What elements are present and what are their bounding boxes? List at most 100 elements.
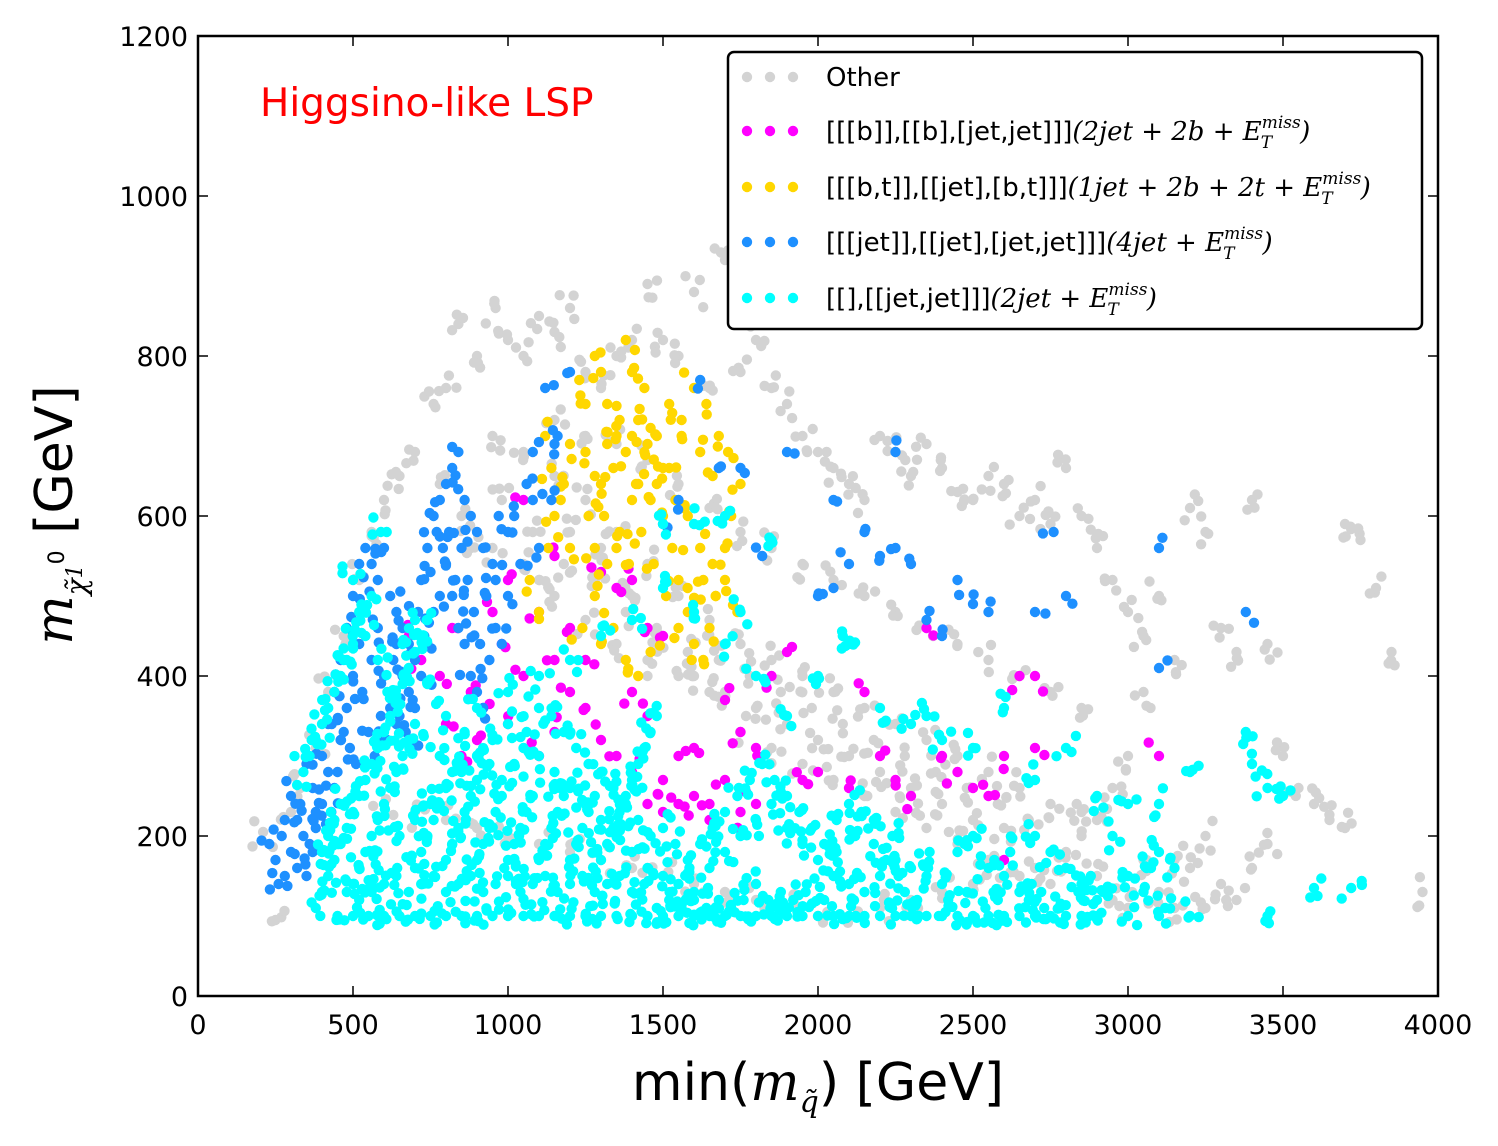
point-s4-294-d2 (401, 650, 412, 661)
point-s4-291-d2 (356, 627, 367, 639)
point-s3-98 (484, 654, 495, 666)
point-s4-165-d2 (1096, 907, 1107, 918)
point-s0-26 (642, 278, 653, 290)
point-s4-67-d0 (859, 917, 870, 929)
point-s0-106-d2 (562, 527, 573, 538)
point-s1-32 (1029, 670, 1041, 682)
x-tick-label: 1500 (629, 1010, 698, 1041)
point-s2-82 (602, 438, 613, 450)
point-s0-146-d2 (711, 493, 723, 505)
point-s4-320 (719, 806, 731, 818)
point-s2-83 (589, 542, 600, 554)
point-s4-283-d2 (1152, 890, 1163, 901)
point-s4-127-d0 (492, 734, 503, 745)
point-s4-207-d1 (563, 827, 574, 838)
point-s4-98-d2 (1028, 759, 1039, 770)
point-s0-74 (1417, 886, 1428, 898)
point-s4-237 (490, 878, 501, 890)
point-s2-6-d0 (575, 390, 586, 401)
point-s0-63-d2 (1214, 632, 1225, 643)
point-s4-273-d1 (972, 917, 983, 928)
point-s1-12 (595, 734, 607, 746)
point-s4-101-d1 (933, 729, 945, 740)
point-s3-40 (527, 494, 538, 506)
point-s4-51-d2 (609, 898, 620, 909)
point-s4-100-d2 (962, 727, 974, 739)
point-s4-111-d2 (636, 623, 648, 634)
point-s4-261-d0 (790, 879, 801, 890)
legend-marker-1-2 (787, 125, 799, 137)
point-s4-192-d2 (483, 832, 494, 844)
point-s0-52-d1 (1043, 506, 1054, 517)
point-s3-121-d0 (348, 754, 359, 765)
point-s0-13-d0 (433, 385, 445, 397)
point-s4-299-d2 (459, 729, 470, 740)
point-s4-158-d1 (975, 859, 986, 870)
point-s2-78 (645, 422, 656, 434)
point-s4-103-d2 (877, 717, 888, 728)
point-s2-18-d0 (677, 544, 689, 556)
point-s0-204 (775, 686, 786, 698)
point-s4-35-d1 (358, 914, 369, 925)
point-s4-100-d1 (970, 743, 981, 754)
point-s0-67 (1277, 750, 1289, 762)
point-s4-76-d1 (993, 909, 1004, 920)
point-s2-67 (636, 526, 647, 538)
point-s4-122-d1 (426, 783, 437, 795)
point-s0-59-d2 (1144, 576, 1155, 587)
point-s0-205 (806, 702, 817, 714)
point-s0-175-d0 (954, 825, 965, 836)
point-s4-312-d0 (620, 801, 632, 812)
point-s4-153-d1 (904, 860, 915, 872)
point-s1-29-d0 (977, 779, 989, 790)
point-s4-208-d1 (583, 828, 594, 839)
point-s1-61 (952, 766, 963, 778)
point-s3-37-d0 (480, 572, 492, 584)
point-s1-28-d0 (935, 752, 947, 764)
point-s3-112-d0 (313, 797, 325, 809)
point-s4-89-d1 (1274, 793, 1285, 804)
point-s2-42-d0 (536, 473, 548, 485)
legend-marker-0-1 (764, 71, 776, 83)
legend-marker-1-0 (741, 125, 753, 137)
point-s0-82-d1 (1070, 849, 1082, 861)
point-s4-20-d0 (360, 607, 372, 618)
point-s2-2 (543, 542, 554, 554)
point-s0-13-d2 (451, 382, 462, 393)
point-s4-108-d2 (720, 638, 731, 649)
point-s4-53-d0 (641, 918, 652, 929)
point-s3-63-d0 (1040, 608, 1051, 619)
point-s3-70-d0 (831, 496, 843, 507)
point-s0-186-d0 (1222, 900, 1234, 912)
point-s3-51-d0 (817, 588, 828, 600)
point-s3-18 (366, 558, 377, 570)
point-s4-168-d2 (1129, 873, 1141, 884)
point-s4-107-d2 (758, 673, 769, 685)
point-s4-182 (416, 846, 427, 858)
point-s0-155-d1 (973, 646, 984, 658)
point-s4-143-d1 (753, 830, 765, 842)
x-tick-label: 2000 (784, 1010, 853, 1041)
point-s4-258 (750, 878, 762, 890)
point-s4-301-d0 (482, 761, 493, 772)
point-s4-88-d0 (1316, 873, 1327, 884)
point-s0-128-d1 (774, 650, 785, 661)
point-s3-96-d0 (477, 673, 488, 684)
point-s0-40-d2 (852, 507, 864, 519)
point-s0-206 (837, 718, 848, 730)
point-s4-30-d2 (368, 512, 379, 523)
point-s4-275 (1005, 846, 1016, 858)
point-s1-55 (704, 798, 715, 810)
point-s4-144-d1 (767, 809, 779, 820)
point-s0-41-d2 (882, 445, 893, 457)
point-s0-50-d2 (1024, 513, 1036, 525)
point-s4-109-d2 (689, 613, 701, 624)
point-s4-188-d2 (448, 815, 459, 827)
point-s1-24 (812, 766, 824, 778)
point-s4-43-d2 (478, 919, 489, 930)
point-s4-178-d2 (388, 761, 400, 772)
point-s4-26-d1 (324, 732, 335, 743)
point-s0-50-d1 (1018, 502, 1029, 513)
point-s0-48-d1 (976, 484, 987, 495)
point-s4-322-d2 (740, 783, 751, 794)
